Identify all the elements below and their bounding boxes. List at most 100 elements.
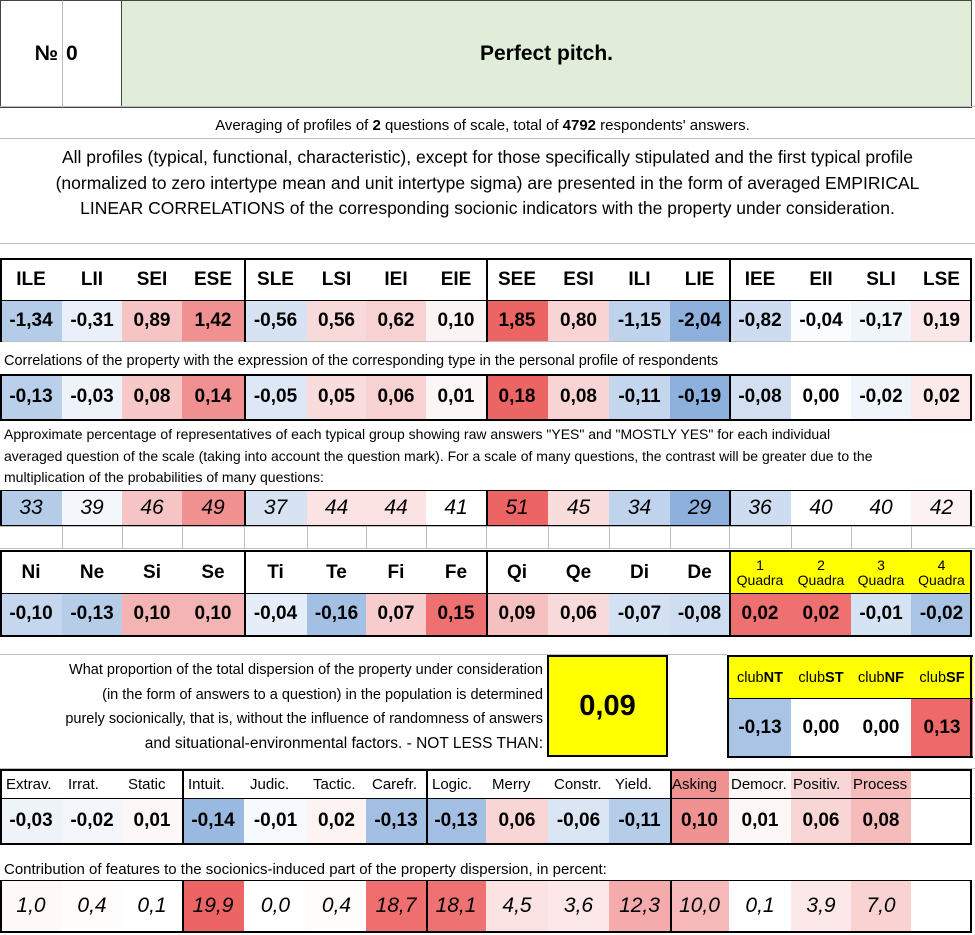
trait-contribution-value-7: 18,1: [426, 881, 486, 931]
trait-label-1: Irrat.: [68, 776, 99, 793]
type-profile-value-10: -1,15: [609, 300, 670, 341]
grid-line: [0, 769, 972, 771]
quadra-number: 2: [817, 556, 825, 573]
trait-contribution-value-9: 3,6: [548, 881, 609, 931]
type-profile-value-11: -2,04: [670, 300, 729, 341]
type-label-10: ILI: [628, 269, 651, 290]
grid-line: [0, 374, 2, 421]
type-correlation-value-1: -0,03: [62, 375, 122, 419]
grid-line: [486, 490, 488, 527]
type-correlation-value-8: 0,18: [486, 375, 548, 419]
function-value-11: -0,08: [670, 593, 729, 635]
club-label-2: club NF: [851, 656, 911, 699]
title-number-cell: №: [0, 0, 62, 108]
quadra-value-3: -0,02: [911, 593, 972, 635]
grid-line: [0, 798, 972, 799]
intro-line-2: (normalized to zero intertype mean and u…: [55, 172, 920, 193]
function-value-row: -0,10 -0,13 0,10 0,10 -0,04 -0,16 0,07 0,15 0,09…: [0, 593, 975, 635]
summary-middle: questions of scale, total of: [380, 116, 563, 134]
grid-line: [851, 527, 852, 548]
dispersion-line-2: (in the form of answers to a question) i…: [102, 686, 543, 703]
type-profile-value-9: 0,80: [548, 300, 609, 341]
grid-line: [970, 490, 972, 527]
type-correlation-value-0: -0,13: [0, 375, 62, 419]
grid-line: [0, 880, 972, 881]
type-percentage-value-11: 29: [670, 490, 729, 526]
function-value-8: 0,09: [486, 593, 548, 635]
trait-value-8: 0,06: [486, 798, 548, 843]
function-value-4: -0,04: [244, 593, 307, 635]
number-sign: №: [34, 42, 58, 65]
type-profile-value-14: -0,17: [851, 300, 911, 341]
grid-line: [0, 106, 975, 107]
type-profile-value-1: -0,31: [62, 300, 122, 341]
trait-label-5: Tactic.: [313, 776, 356, 793]
type-percentage-value-6: 44: [366, 490, 426, 526]
property-title: Perfect pitch.: [479, 42, 614, 65]
type-profile-value-0: -1,34: [0, 300, 62, 341]
grid-line: [911, 527, 912, 548]
trait-value-5: 0,02: [307, 798, 366, 843]
trait-header-row: Extrav. Irrat. Static Intuit. Judic. Tactic. C…: [0, 771, 975, 798]
grid-line: [0, 548, 975, 549]
grid-line: [0, 931, 972, 933]
dispersion-line-3: purely socionically, that is, without th…: [65, 711, 543, 727]
grid-line: [122, 527, 123, 548]
trait-contribution-value-4: 0,0: [244, 881, 307, 931]
club-prefix: club: [858, 669, 885, 686]
percentage-caption-line-1: Approximate percentage of representative…: [4, 426, 831, 442]
trait-contribution-value-10: 12,3: [609, 881, 670, 931]
grid-line: [970, 374, 972, 421]
type-percentage-value-8: 51: [486, 490, 548, 526]
type-correlation-value-9: 0,08: [548, 375, 609, 419]
title-number-value-cell: 0: [62, 0, 122, 108]
grid-line: [426, 527, 427, 548]
quadra-number: 3: [877, 556, 885, 573]
grid-line: [182, 880, 184, 933]
type-correlation-value-10: -0,11: [609, 375, 670, 419]
trait-contribution-value-12: 0,1: [729, 881, 791, 931]
type-percentage-value-3: 49: [182, 490, 244, 526]
grid-line: [0, 769, 2, 845]
grid-line: [791, 527, 792, 548]
grid-line: [0, 880, 2, 933]
type-label-11: LIE: [684, 269, 715, 290]
club-value-row: -0,13 0,00 0,00 0,13: [729, 699, 973, 756]
quadra-value-0: 0,02: [729, 593, 791, 635]
grid-line: [727, 756, 973, 758]
type-percentage-value-10: 34: [609, 490, 670, 526]
type-label-2: SEI: [136, 269, 168, 290]
grid-line: [0, 490, 2, 527]
trait-label-12: Democr.: [729, 771, 791, 798]
grid-line: [182, 527, 183, 548]
trait-value-3: -0,14: [182, 798, 244, 843]
club-code: NT: [763, 669, 783, 686]
function-value-9: 0,06: [548, 593, 609, 635]
grid-line: [0, 843, 972, 845]
grid-line: [727, 655, 729, 758]
function-label-8: Qi: [506, 561, 528, 583]
quadra-value-2: -0,01: [851, 593, 911, 635]
grid-line: [970, 880, 972, 933]
function-value-6: 0,07: [366, 593, 426, 635]
type-profile-value-7: 0,10: [426, 300, 486, 341]
trait-contribution-value-5: 0,4: [307, 881, 366, 931]
type-correlation-value-14: -0,02: [851, 375, 911, 419]
grid-line: [182, 769, 184, 845]
type-correlation-value-11: -0,19: [670, 375, 729, 419]
quadra-label-3: 4 Quadra: [911, 552, 972, 593]
quadra-label-0: 1 Quadra: [729, 552, 791, 593]
club-label-3: club SF: [911, 656, 973, 699]
trait-contribution-value-8: 4,5: [486, 881, 548, 931]
type-correlation-value-4: -0,05: [244, 375, 307, 419]
intro-line-1: All profiles (typical, functional, chara…: [61, 147, 914, 167]
trait-label-7: Logic.: [432, 776, 473, 793]
summary-prefix: Averaging of profiles of: [215, 116, 373, 134]
percentage-caption-line-3: multiplication of the probabilities of m…: [4, 469, 324, 485]
summary-line: Averaging of profiles of 2 questions of …: [0, 112, 965, 138]
type-label-13: EII: [809, 269, 833, 290]
trait-value-1: -0,02: [62, 798, 122, 843]
club-value-1: 0,00: [791, 699, 851, 756]
quadra-number: 1: [756, 556, 764, 573]
grid-line: [548, 527, 549, 548]
